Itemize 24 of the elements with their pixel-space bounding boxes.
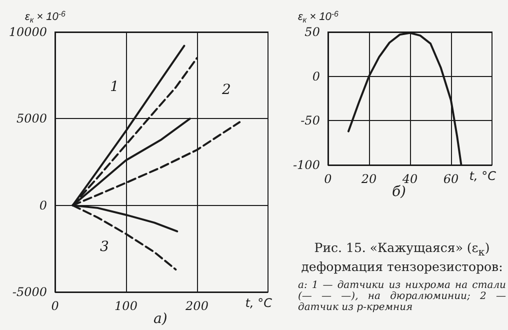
x-tick-label: 200 — [184, 299, 209, 313]
x-axis-title: t, °C — [469, 169, 497, 183]
annotation: 2 — [221, 82, 231, 98]
y-tick-label: -100 — [292, 158, 320, 172]
text: б) — [392, 184, 406, 200]
x-tick-label: 20 — [360, 172, 377, 186]
y-tick-label: -50 — [300, 114, 320, 128]
x-tick-label: 0 — [324, 172, 332, 186]
annotation: 1 — [110, 79, 119, 95]
y-tick-label: -5000 — [12, 285, 48, 299]
x-tick-label: 60 — [443, 172, 459, 186]
y-tick-label: 5000 — [16, 112, 48, 126]
y-tick-label: 10000 — [8, 25, 48, 39]
x-tick-label: 100 — [114, 299, 138, 313]
x-tick-label: 0 — [51, 299, 60, 313]
y-tick-label: 0 — [312, 69, 320, 84]
y-tick-label: 0 — [39, 198, 48, 212]
annotation: 3 — [100, 239, 109, 255]
x-tick-label: 40 — [401, 172, 418, 186]
x-axis-title: t, °C — [245, 296, 273, 310]
text: Рис. 15. «Кажущаяся» (ε$_{к}$) деформация тензорезисторов: — [300, 240, 504, 274]
text: а: 1 — датчики из нихрома на стали (— — —), на дюралюминии; 2 — датчик из p-кремния — [298, 280, 506, 313]
y-tick-label: 50 — [304, 25, 320, 39]
text: а) — [154, 311, 168, 327]
